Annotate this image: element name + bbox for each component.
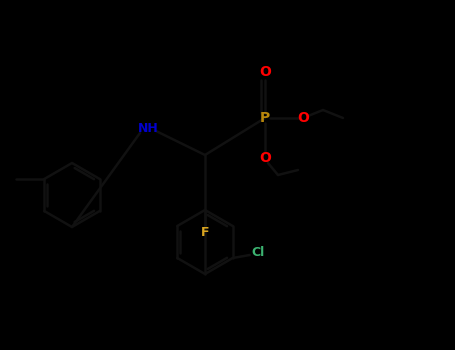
Text: O: O bbox=[259, 65, 271, 79]
Text: F: F bbox=[201, 225, 209, 238]
Text: O: O bbox=[297, 111, 309, 125]
Text: O: O bbox=[259, 151, 271, 165]
Text: Cl: Cl bbox=[251, 246, 264, 259]
Text: P: P bbox=[260, 111, 270, 125]
Text: NH: NH bbox=[137, 121, 158, 134]
